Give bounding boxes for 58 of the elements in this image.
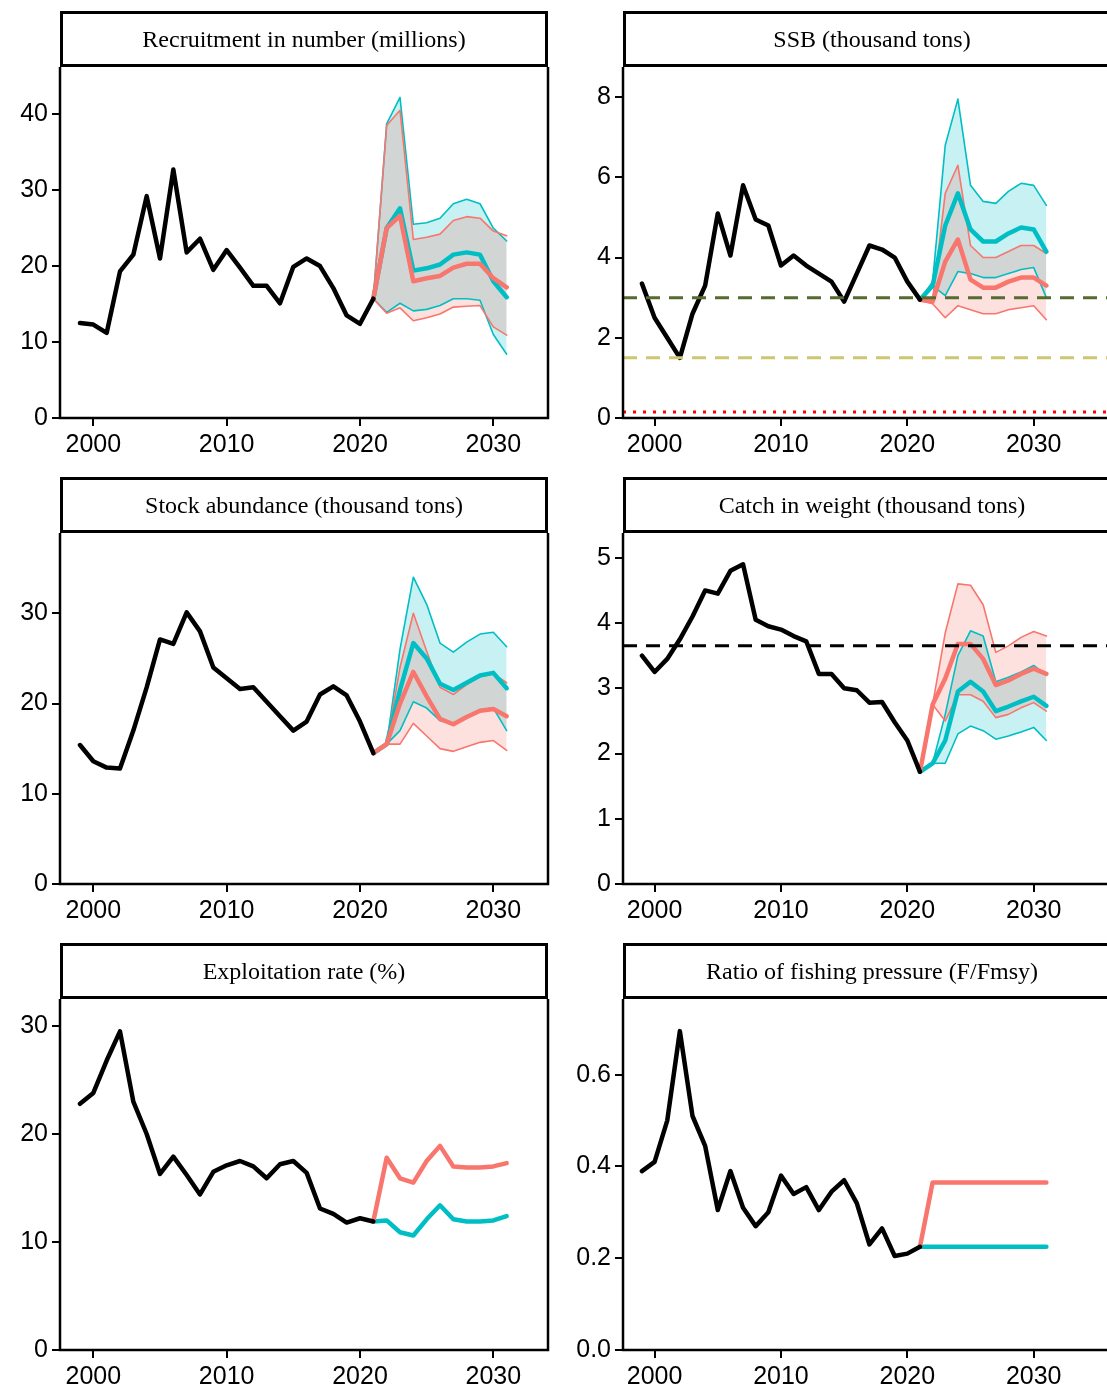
y-tick-label: 20: [20, 249, 48, 278]
y-tick-label: 3: [597, 672, 611, 701]
y-tick-label: 0: [597, 867, 611, 896]
y-tick-label: 10: [20, 1225, 48, 1254]
x-tick-label: 2000: [626, 428, 683, 457]
chart-title: SSB (thousand tons): [623, 11, 1107, 67]
x-tick-label: 2030: [465, 428, 522, 457]
x-tick-label: 2010: [753, 1360, 809, 1389]
chart-title: Ratio of fishing pressure (F/Fmsy): [623, 943, 1107, 999]
x-tick-label: 2010: [753, 428, 809, 457]
x-tick-label: 2020: [332, 894, 388, 923]
y-tick-label: 2: [597, 737, 611, 766]
chart-title: Exploitation rate (%): [60, 943, 548, 999]
y-tick-label: 4: [597, 241, 612, 270]
y-tick-label: 2: [597, 321, 611, 350]
y-tick-label: 0: [34, 401, 48, 430]
y-tick-label: 0.4: [576, 1150, 612, 1179]
y-tick-label: 20: [20, 1117, 48, 1146]
y-tick-label: 40: [20, 97, 48, 126]
y-tick-label: 0.0: [576, 1333, 611, 1362]
x-tick-label: 2020: [332, 1360, 388, 1389]
y-tick-label: 0.6: [576, 1058, 611, 1087]
x-tick-label: 2000: [65, 428, 122, 457]
y-tick-label: 0.2: [576, 1242, 611, 1271]
y-tick-label: 1: [597, 802, 611, 831]
chart-title: Stock abundance (thousand tons): [60, 477, 548, 533]
y-tick-label: 4: [597, 606, 612, 635]
x-tick-label: 2010: [753, 894, 809, 923]
x-tick-label: 2020: [879, 894, 936, 923]
y-tick-label: 10: [20, 777, 48, 806]
y-tick-label: 10: [20, 325, 48, 354]
x-tick-label: 2020: [332, 428, 388, 457]
chart-title: Catch in weight (thousand tons): [623, 477, 1107, 533]
x-tick-label: 2030: [465, 1360, 522, 1389]
y-tick-label: 30: [20, 1009, 48, 1038]
y-tick-label: 20: [20, 687, 48, 716]
y-tick-label: 5: [597, 541, 611, 570]
y-tick-label: 0: [597, 401, 611, 430]
chart-title: Recruitment in number (millions): [60, 11, 548, 67]
x-tick-label: 2020: [879, 1360, 936, 1389]
x-tick-label: 2000: [65, 894, 122, 923]
y-tick-label: 30: [20, 597, 48, 626]
x-tick-label: 2030: [1005, 1360, 1062, 1389]
y-tick-label: 0: [34, 1333, 48, 1362]
x-tick-label: 2000: [626, 894, 683, 923]
x-tick-label: 2030: [465, 894, 522, 923]
x-tick-label: 2000: [626, 1360, 683, 1389]
x-tick-label: 2000: [65, 1360, 122, 1389]
y-tick-label: 30: [20, 173, 48, 202]
y-tick-label: 8: [597, 80, 611, 109]
y-tick-label: 0: [34, 867, 48, 896]
x-tick-label: 2030: [1005, 428, 1062, 457]
x-tick-label: 2010: [198, 894, 255, 923]
x-tick-label: 2020: [879, 428, 936, 457]
x-tick-label: 2010: [198, 1360, 255, 1389]
x-tick-label: 2030: [1005, 894, 1062, 923]
x-tick-label: 2010: [198, 428, 255, 457]
y-tick-label: 6: [597, 161, 611, 190]
